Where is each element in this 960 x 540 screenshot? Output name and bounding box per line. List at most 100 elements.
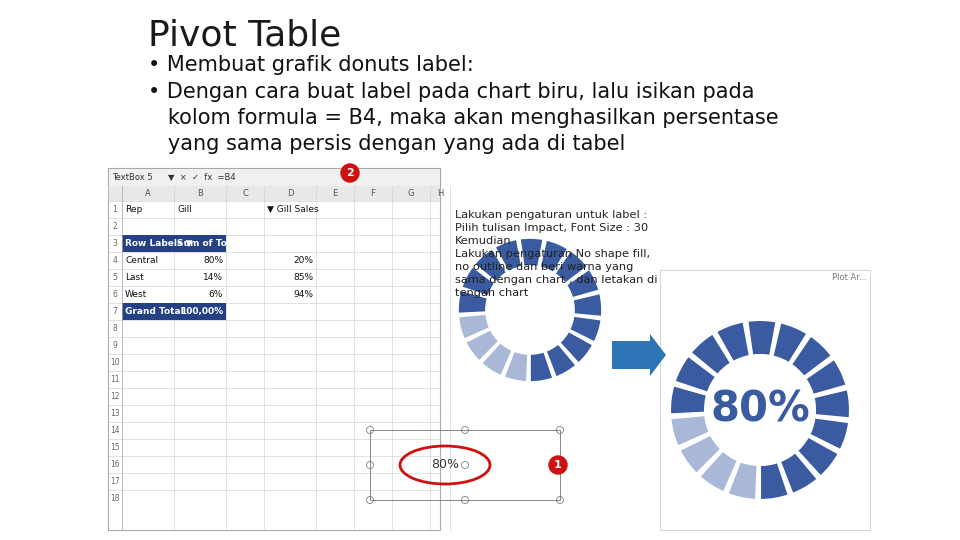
Text: D: D <box>287 189 293 198</box>
Text: 80%: 80% <box>710 389 810 431</box>
Text: 9: 9 <box>112 341 117 350</box>
Wedge shape <box>462 267 495 296</box>
Circle shape <box>549 456 567 474</box>
Wedge shape <box>797 437 839 476</box>
Wedge shape <box>458 314 490 339</box>
Wedge shape <box>560 332 593 363</box>
Wedge shape <box>675 356 716 393</box>
Text: A: A <box>145 189 151 198</box>
Text: 15: 15 <box>110 443 120 452</box>
Text: TextBox 5: TextBox 5 <box>112 172 153 181</box>
Wedge shape <box>716 321 750 362</box>
Wedge shape <box>546 344 576 377</box>
Text: 14: 14 <box>110 426 120 435</box>
Text: H: H <box>437 189 444 198</box>
Wedge shape <box>747 320 777 356</box>
FancyBboxPatch shape <box>660 270 870 530</box>
Wedge shape <box>700 451 738 492</box>
Text: West: West <box>125 290 147 299</box>
Wedge shape <box>482 342 513 376</box>
Text: Plot Ar...: Plot Ar... <box>832 273 867 282</box>
Text: 4: 4 <box>112 256 117 265</box>
Text: G: G <box>408 189 415 198</box>
Text: 13: 13 <box>110 409 120 418</box>
Text: sama dengan chart , dan letakan di: sama dengan chart , dan letakan di <box>455 275 658 285</box>
Wedge shape <box>540 240 568 273</box>
Text: 1: 1 <box>112 205 117 214</box>
Text: F: F <box>371 189 375 198</box>
FancyBboxPatch shape <box>108 168 440 530</box>
Text: 11: 11 <box>110 375 120 384</box>
Text: kolom formula = B4, maka akan menghasilkan persentase: kolom formula = B4, maka akan menghasilk… <box>148 108 779 128</box>
Wedge shape <box>458 291 488 314</box>
Wedge shape <box>494 239 522 272</box>
Text: 7: 7 <box>112 307 117 316</box>
FancyBboxPatch shape <box>122 303 226 320</box>
FancyBboxPatch shape <box>108 168 440 186</box>
FancyArrow shape <box>612 334 666 376</box>
Text: 14%: 14% <box>203 273 223 282</box>
Wedge shape <box>474 249 507 282</box>
Wedge shape <box>805 359 847 395</box>
Text: ▼ Gill Sales: ▼ Gill Sales <box>267 205 319 214</box>
Text: 17: 17 <box>110 477 120 486</box>
Text: 16: 16 <box>110 460 120 469</box>
Text: Central: Central <box>125 256 158 265</box>
Text: 1: 1 <box>554 460 562 470</box>
Text: Last: Last <box>125 273 144 282</box>
Wedge shape <box>466 329 499 361</box>
Wedge shape <box>780 452 818 494</box>
Text: 8: 8 <box>112 324 117 333</box>
Text: 10: 10 <box>110 358 120 367</box>
Text: Gill: Gill <box>177 205 192 214</box>
Text: Pilih tulisan Impact, Font Size : 30: Pilih tulisan Impact, Font Size : 30 <box>455 223 648 233</box>
Wedge shape <box>566 269 599 298</box>
Text: Pivot Table: Pivot Table <box>148 18 341 52</box>
Text: • Dengan cara buat label pada chart biru, lalu isikan pada: • Dengan cara buat label pada chart biru… <box>148 82 755 102</box>
Text: Lakukan pengaturan No shape fill,: Lakukan pengaturan No shape fill, <box>455 249 650 259</box>
Circle shape <box>341 164 359 182</box>
Wedge shape <box>809 417 850 450</box>
Text: 6: 6 <box>112 290 117 299</box>
Text: Grand Total: Grand Total <box>125 307 183 316</box>
FancyBboxPatch shape <box>108 186 440 201</box>
Wedge shape <box>791 336 831 377</box>
Text: Kemudian: Kemudian <box>455 236 512 246</box>
Text: 2: 2 <box>347 168 354 178</box>
Wedge shape <box>530 352 553 382</box>
Wedge shape <box>573 293 602 316</box>
Wedge shape <box>773 322 807 363</box>
Text: 5: 5 <box>112 273 117 282</box>
Text: 80%: 80% <box>203 256 223 265</box>
Text: yang sama persis dengan yang ada di tabel: yang sama persis dengan yang ada di tabe… <box>148 134 625 154</box>
Wedge shape <box>569 316 601 342</box>
Text: ▼  ×  ✓  fx  =B4: ▼ × ✓ fx =B4 <box>168 172 235 181</box>
Text: Row Labels ▼: Row Labels ▼ <box>125 239 192 248</box>
Text: Lakukan pengaturan untuk label :: Lakukan pengaturan untuk label : <box>455 210 647 220</box>
Text: tengah chart: tengah chart <box>455 288 528 298</box>
Text: 3: 3 <box>112 239 117 248</box>
Text: Rep: Rep <box>125 205 142 214</box>
Wedge shape <box>813 389 850 418</box>
Text: 20%: 20% <box>293 256 313 265</box>
Wedge shape <box>680 435 721 474</box>
Wedge shape <box>690 334 732 375</box>
Text: 12: 12 <box>110 392 120 401</box>
Text: no outline dan beri warna yang: no outline dan beri warna yang <box>455 262 634 272</box>
Wedge shape <box>760 462 789 500</box>
FancyBboxPatch shape <box>122 235 226 252</box>
Text: • Membuat grafik donuts label:: • Membuat grafik donuts label: <box>148 55 473 75</box>
Text: B: B <box>197 189 203 198</box>
Text: 18: 18 <box>110 494 120 503</box>
Text: Sum of Total: Sum of Total <box>177 239 241 248</box>
Text: C: C <box>242 189 248 198</box>
Text: 100,00%: 100,00% <box>180 307 223 316</box>
Wedge shape <box>504 351 528 382</box>
Wedge shape <box>670 415 709 447</box>
Wedge shape <box>555 251 588 284</box>
Text: 2: 2 <box>112 222 117 231</box>
Text: 80%: 80% <box>431 458 459 471</box>
Wedge shape <box>670 386 708 414</box>
Text: 94%: 94% <box>293 290 313 299</box>
Text: 85%: 85% <box>293 273 313 282</box>
